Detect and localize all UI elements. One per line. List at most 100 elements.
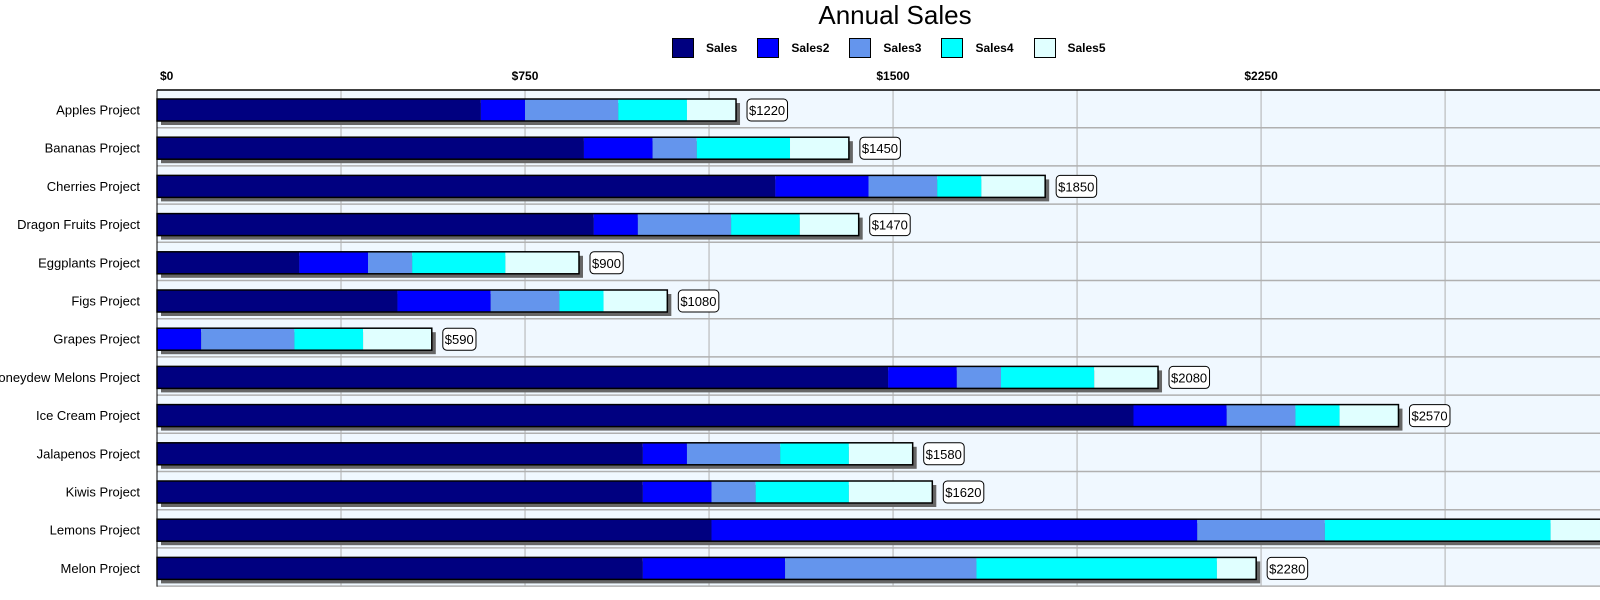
bar-segment-sales3 — [868, 175, 938, 198]
bar-segment-sales — [157, 137, 584, 160]
bar-segment-sales4 — [731, 213, 800, 236]
bar-outline — [156, 403, 1400, 428]
bar-segment-sales3 — [652, 137, 697, 160]
bar-segment-sales5 — [799, 213, 859, 236]
bar-segment-sales2 — [299, 251, 369, 274]
legend-item: Sales — [672, 38, 737, 58]
data-label: $590 — [445, 332, 474, 347]
legend-label: Sales5 — [1067, 41, 1106, 55]
category-label: Eggplants Project — [38, 255, 140, 270]
bar-segment-sales2 — [397, 290, 491, 312]
bar-segment-sales3 — [686, 442, 781, 465]
data-label-box — [859, 136, 901, 160]
data-label-box — [677, 289, 720, 313]
data-label: $2570 — [1411, 409, 1447, 424]
legend-item: Sales3 — [849, 38, 921, 58]
bar-outline — [156, 136, 850, 160]
bar-segment-sales2 — [157, 328, 202, 351]
bar-segment-sales2 — [642, 481, 712, 503]
category-label: Honeydew Melons Project — [0, 370, 140, 385]
bar-segment-sales4 — [618, 99, 687, 121]
category-label: Figs Project — [71, 294, 140, 309]
x-tick-label: $750 — [512, 69, 539, 83]
bar-segment-sales — [157, 99, 481, 121]
data-label: $1580 — [926, 447, 962, 462]
bar-segment-sales3 — [956, 366, 1002, 389]
category-label: Apples Project — [56, 103, 140, 118]
data-label-box — [1408, 404, 1451, 428]
bar-segment-sales3 — [368, 251, 413, 274]
chart-title: Annual Sales — [818, 0, 972, 30]
bar-segment-sales5 — [505, 251, 580, 274]
bar-segment-sales3 — [711, 481, 756, 503]
bar-outline — [156, 98, 737, 122]
bar-outline — [156, 365, 1159, 390]
bar-segment-sales3 — [785, 557, 977, 580]
data-label: $2280 — [1269, 561, 1305, 576]
legend-label: Sales — [706, 41, 738, 55]
bar-segment-sales4 — [780, 442, 849, 465]
bar-segment-sales — [157, 366, 889, 389]
data-label-box — [442, 327, 477, 351]
bar-segment-sales5 — [790, 137, 849, 160]
data-label-box — [942, 480, 985, 504]
bar-segment-sales — [157, 213, 594, 236]
bar-segment-sales3 — [1226, 404, 1296, 427]
data-label: $1220 — [749, 103, 785, 118]
bar-outline — [156, 327, 433, 351]
data-label-box — [1266, 556, 1309, 580]
bar-segment-sales — [157, 404, 1134, 427]
data-label: $2080 — [1171, 370, 1207, 385]
data-label-box — [589, 251, 624, 275]
bar-segment-sales4 — [755, 481, 849, 503]
bar-segment-sales4 — [1001, 366, 1095, 389]
bar-outline — [156, 289, 669, 313]
bar-segment-sales — [157, 290, 398, 312]
bar-segment-sales5 — [603, 290, 668, 312]
legend-item: Sales4 — [941, 38, 1014, 58]
bar-segment-sales — [157, 519, 712, 542]
bar-segment-sales2 — [593, 213, 638, 236]
bar-segment-sales4 — [412, 251, 506, 274]
category-label: Ice Cream Project — [36, 408, 140, 423]
bar-segment-sales2 — [1133, 404, 1227, 427]
bar-segment-sales3 — [637, 213, 732, 236]
category-label: Lemons Project — [50, 523, 141, 538]
bar-segment-sales2 — [583, 137, 653, 160]
bar-segment-sales2 — [642, 557, 786, 580]
bar-segment-sales4 — [976, 557, 1217, 580]
bar-segment-sales5 — [1550, 519, 1600, 542]
bar-outline — [156, 212, 860, 237]
data-label-box — [869, 213, 911, 237]
bar-outline — [156, 251, 580, 275]
bar-segment-sales4 — [1295, 404, 1340, 427]
bar-segment-sales2 — [888, 366, 957, 389]
bar-segment-sales4 — [559, 290, 604, 312]
bar-outline — [156, 480, 934, 504]
x-tick-label: $1500 — [876, 69, 910, 83]
legend-swatch — [1033, 38, 1056, 58]
category-label: Kiwis Project — [66, 485, 141, 500]
data-label-box — [923, 442, 965, 466]
legend-label: Sales2 — [791, 41, 830, 55]
bar-segment-sales5 — [1094, 366, 1159, 389]
legend-item: Sales5 — [1033, 38, 1106, 58]
x-tick-label: $0 — [160, 69, 174, 83]
bar-segment-sales2 — [480, 99, 526, 121]
bar-segment-sales4 — [294, 328, 364, 351]
bar-segment-sales2 — [775, 175, 869, 198]
category-label: Grapes Project — [53, 332, 140, 347]
bar-outline — [156, 174, 1046, 199]
data-label-box — [1168, 365, 1211, 389]
bar-segment-sales4 — [1324, 519, 1551, 542]
bar-segment-sales4 — [696, 137, 791, 160]
data-label-box — [1055, 174, 1098, 198]
data-label: $1620 — [945, 485, 981, 500]
bar-segment-sales3 — [1197, 519, 1325, 542]
bar-segment-sales — [157, 175, 776, 198]
bar-segment-sales5 — [363, 328, 432, 351]
x-tick-label: $2250 — [1244, 69, 1278, 83]
category-label: Melon Project — [61, 561, 141, 576]
bar-outline — [156, 556, 1257, 581]
